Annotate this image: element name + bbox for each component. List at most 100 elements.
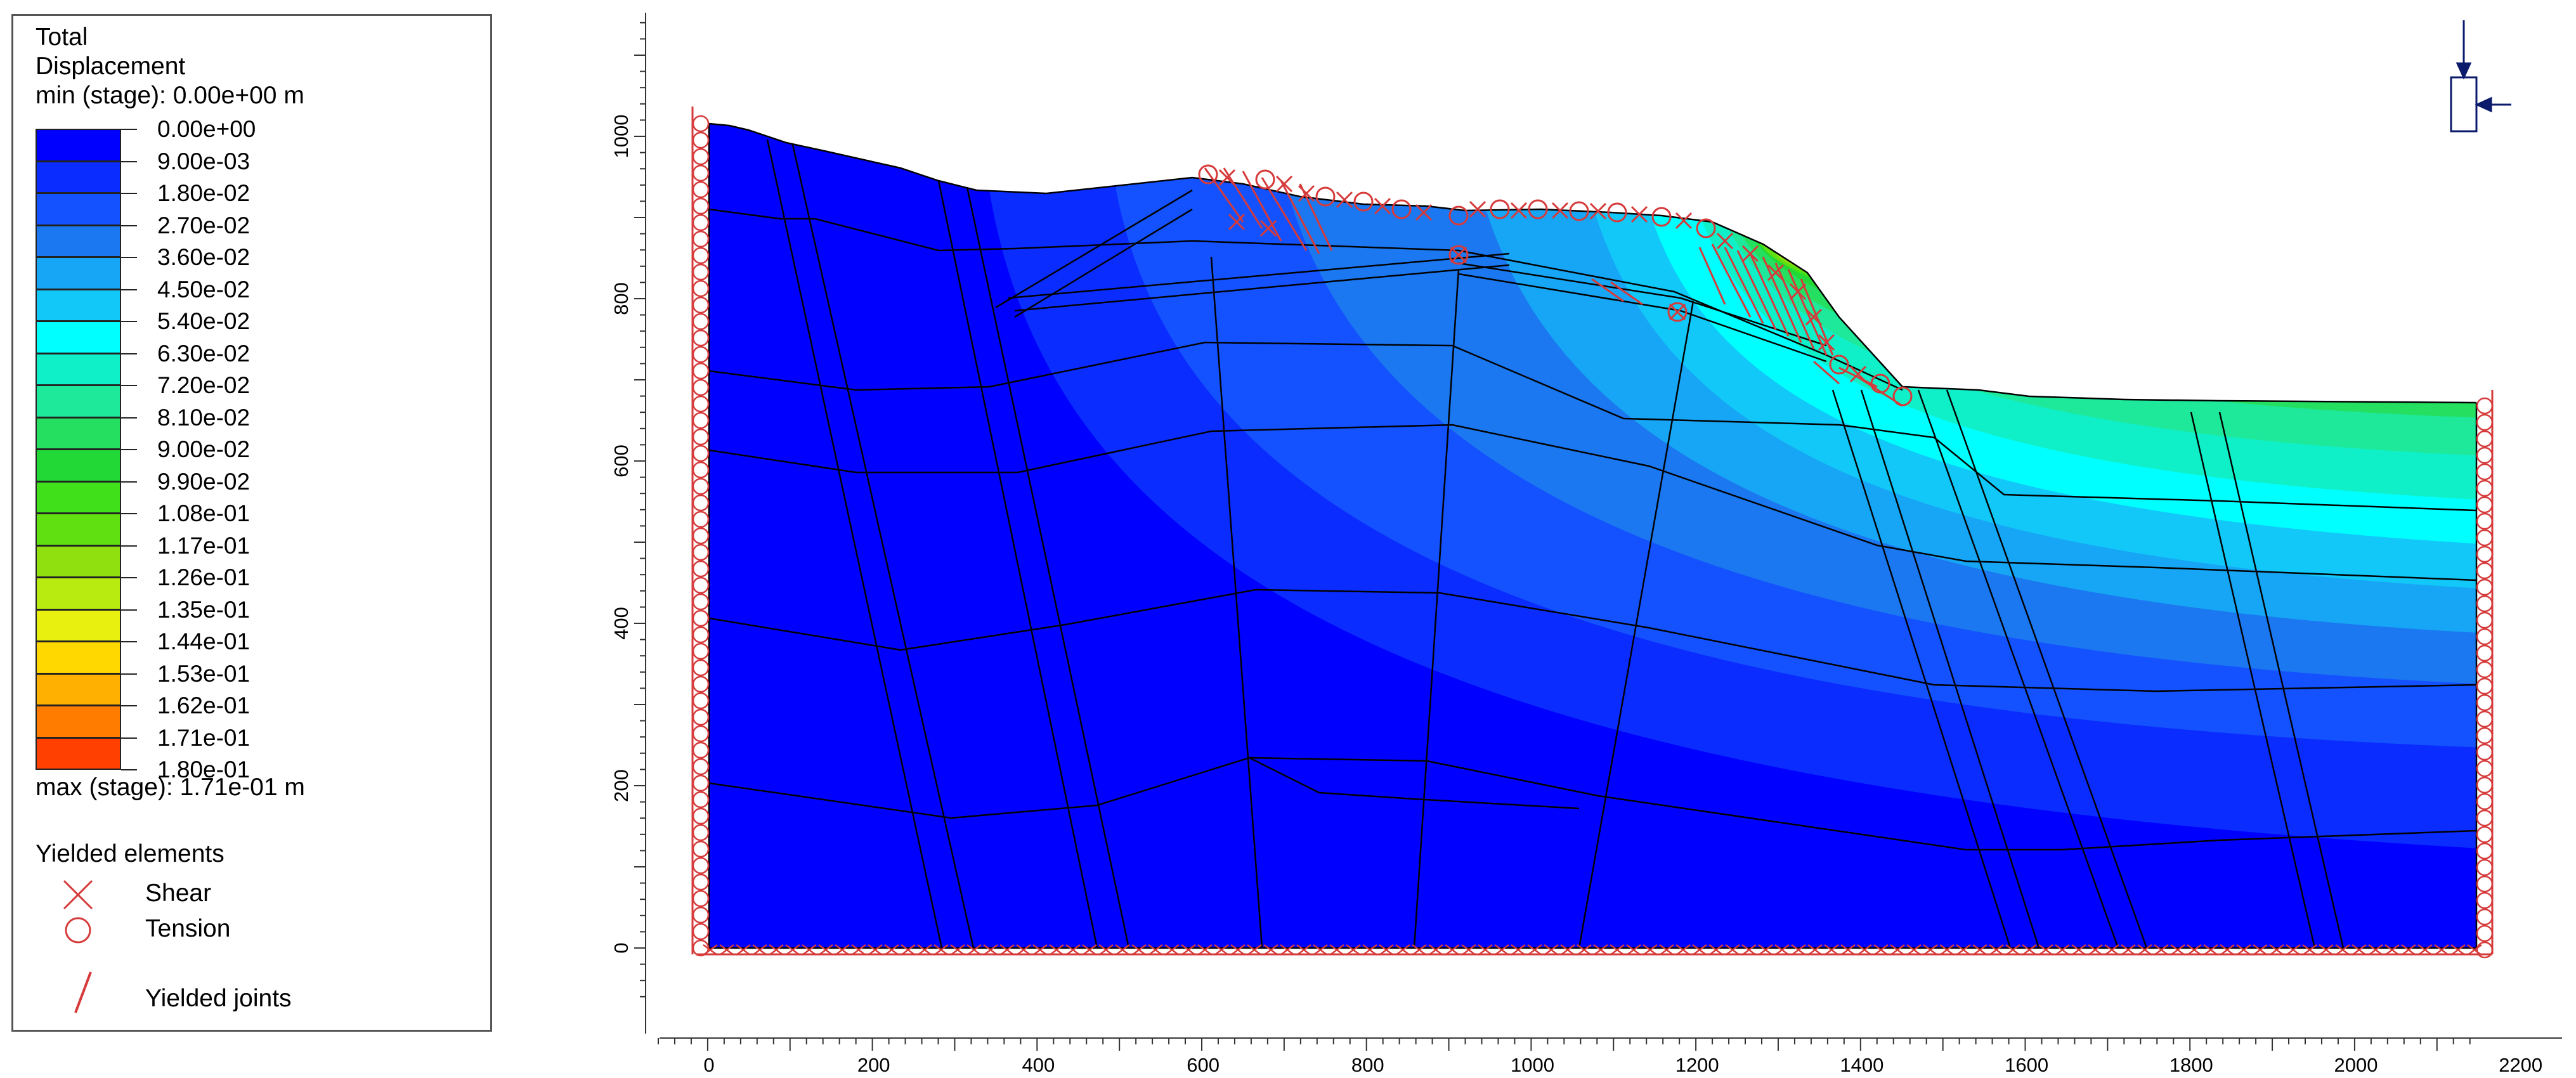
roller-support-left: [692, 197, 710, 215]
colorbar-tick: [121, 481, 137, 483]
legend-min-label: min (stage): 0.00e+00 m: [36, 82, 304, 109]
x-tick-label: 800: [1351, 1054, 1384, 1076]
tension-marker: [1829, 354, 1849, 375]
shear-marker: [1551, 202, 1569, 219]
roller-support-left: [692, 675, 710, 693]
pin-support-bottom: [1346, 944, 1361, 956]
pin-support-bottom: [1280, 944, 1295, 956]
colorbar-tick: [121, 737, 137, 739]
colorbar-tick: [121, 417, 137, 419]
roller-support-right: [2476, 479, 2494, 497]
roller-support-left: [692, 115, 710, 133]
roller-support-left: [692, 791, 710, 808]
roller-support-left: [692, 576, 710, 594]
tension-marker: [1448, 245, 1469, 265]
legend-title-line2: Displacement: [36, 53, 186, 80]
x-tick-label: 2200: [2499, 1054, 2542, 1076]
pin-support-bottom: [1956, 944, 1971, 956]
pin-support-bottom: [2352, 944, 2367, 956]
roller-support-left: [692, 708, 710, 726]
pin-support-bottom: [1329, 944, 1344, 956]
roller-support-left: [692, 164, 710, 182]
roller-support-right: [2476, 529, 2494, 547]
roller-support-left: [692, 412, 710, 429]
pin-support-bottom: [1049, 944, 1064, 956]
roller-support-left: [692, 692, 710, 710]
roller-support-left: [692, 379, 710, 396]
roller-support-right: [2476, 727, 2494, 744]
colorbar-tick: [121, 545, 137, 547]
colorbar-tick: [121, 577, 137, 578]
colorbar-swatch: [36, 385, 121, 418]
pin-support-bottom: [1065, 944, 1081, 956]
pin-support-bottom: [2121, 944, 2136, 956]
roller-support-left: [692, 857, 710, 874]
roller-support-left: [692, 477, 710, 495]
colorbar-label: 1.26e-01: [157, 564, 250, 590]
pin-support-bottom: [917, 944, 932, 956]
roller-support-right: [2476, 743, 2494, 761]
colorbar-label: 7.20e-02: [157, 372, 250, 398]
roller-support-left: [692, 774, 710, 792]
pin-support-bottom: [1626, 944, 1641, 956]
colorbar-tick: [121, 641, 137, 642]
x-tick-label: 600: [1187, 1054, 1220, 1076]
pin-support-bottom: [2253, 944, 2268, 956]
roller-support-right: [2476, 710, 2494, 728]
pin-support-bottom: [1939, 944, 1955, 956]
pin-support-bottom: [1313, 944, 1328, 956]
pin-support-bottom: [2154, 944, 2169, 956]
pin-support-bottom: [2434, 944, 2449, 956]
pin-support-bottom: [2302, 944, 2317, 956]
pin-support-bottom: [933, 944, 949, 956]
colorbar-tick: [121, 160, 137, 162]
pin-support-bottom: [2005, 944, 2020, 956]
tension-marker: [1315, 186, 1336, 207]
roller-support-left: [692, 263, 710, 281]
legend-panel: Total Displacement min (stage): 0.00e+00…: [11, 14, 492, 1032]
pin-support-bottom: [1791, 944, 1806, 956]
pin-support-bottom: [2088, 944, 2103, 956]
colorbar-label: 1.53e-01: [157, 660, 250, 687]
roller-support-left: [692, 659, 710, 677]
pin-support-bottom: [1494, 944, 1509, 956]
colorbar-label: 1.08e-01: [157, 500, 250, 526]
pin-support-bottom: [1263, 944, 1278, 956]
pin-support-bottom: [1610, 944, 1625, 956]
yielded-joints: [1204, 167, 1903, 407]
roller-support-right: [2476, 512, 2494, 530]
roller-support-right: [2476, 463, 2494, 481]
roller-support-left: [692, 890, 710, 907]
colorbar-label: 1.80e-01: [157, 757, 250, 783]
applied-stress-indicator: [2450, 20, 2511, 133]
roller-support-left: [692, 923, 710, 940]
roller-support-right: [2476, 776, 2494, 794]
colorbar-tick: [121, 449, 137, 450]
roller-support-right: [2476, 628, 2494, 646]
pin-support-bottom: [1675, 944, 1691, 956]
pin-support-bottom: [1807, 944, 1823, 956]
y-tick-label: 800: [610, 282, 632, 315]
pin-support-bottom: [818, 944, 833, 956]
pin-support-bottom: [1890, 944, 1905, 956]
roller-support-right: [2476, 892, 2494, 909]
roller-support-left: [692, 346, 710, 363]
pin-support-bottom: [1016, 944, 1031, 956]
colorbar-swatch: [36, 673, 121, 706]
roller-support-left: [692, 873, 710, 891]
pin-support-bottom: [1972, 944, 1987, 956]
pin-support-bottom: [2269, 944, 2284, 956]
roller-support-left: [692, 807, 710, 825]
roller-support-right: [2476, 595, 2494, 613]
x-tick-label: 0: [703, 1054, 714, 1076]
colorbar-label: 1.62e-01: [157, 692, 250, 718]
pin-support-bottom: [2071, 944, 2086, 956]
pin-support-bottom: [1296, 944, 1311, 956]
pin-support-bottom: [719, 944, 734, 956]
x-tick-label: 1800: [2169, 1054, 2213, 1076]
colorbar-swatch: [36, 321, 121, 354]
legend-max-label: max (stage): 1.71e-01 m: [36, 774, 305, 801]
colorbar-swatch: [36, 193, 121, 226]
pin-support-bottom: [1428, 944, 1443, 956]
